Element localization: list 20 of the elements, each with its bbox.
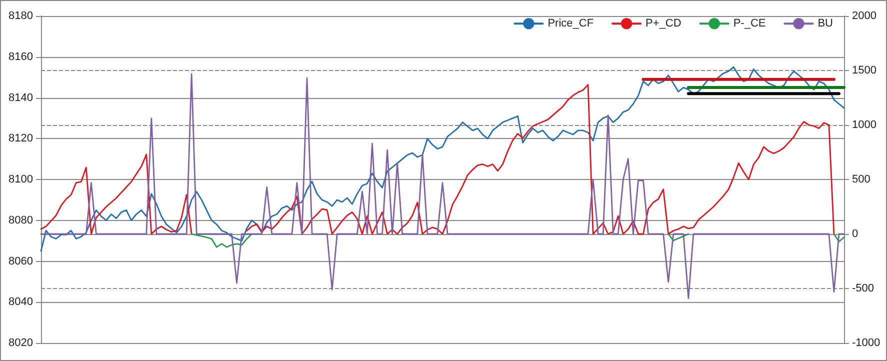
legend-label: BU <box>818 18 834 30</box>
y2-tick-label: 2000 <box>852 10 876 22</box>
y2-tick-label: 0 <box>852 228 858 240</box>
legend-label: Price_CF <box>548 18 594 30</box>
legend-label: P-_CE <box>733 18 766 30</box>
legend-label: P+_CD <box>646 18 682 30</box>
y-tick-label: 8060 <box>8 255 33 268</box>
y-tick-label: 8040 <box>8 296 33 308</box>
y2-tick-label: 500 <box>852 174 870 186</box>
y-tick-label: 8160 <box>8 50 33 63</box>
y-tick-label: 8180 <box>8 10 33 22</box>
y2-tick-label: -1000 <box>852 337 880 349</box>
y2-tick-label: 1000 <box>852 119 876 131</box>
y-tick-label: 8120 <box>8 132 33 145</box>
y-tick-label: 8100 <box>8 174 33 186</box>
y2-tick-label: -500 <box>852 282 874 294</box>
y-tick-label: 8140 <box>8 92 33 104</box>
y-tick-label: 8020 <box>8 337 33 349</box>
y2-tick-label: 1500 <box>852 64 876 76</box>
y-tick-label: 8080 <box>8 214 33 226</box>
